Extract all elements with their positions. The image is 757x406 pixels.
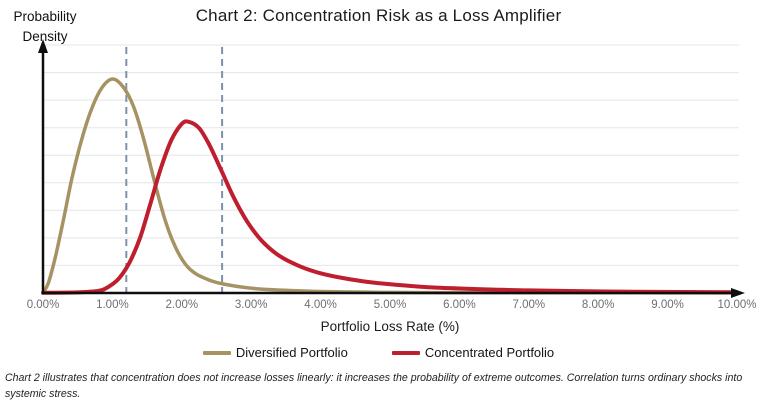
diversified-line-swatch bbox=[202, 350, 231, 355]
dashed-reference-lines bbox=[125, 47, 224, 298]
legend: Diversified Portfolio Concentrated Portf… bbox=[0, 345, 757, 360]
axes bbox=[38, 39, 745, 298]
legend-item-concentrated: Concentrated Portfolio bbox=[391, 345, 555, 360]
concentrated-line-swatch bbox=[391, 350, 420, 355]
y-axis-label-line2: Density bbox=[22, 28, 68, 44]
horizontal-gridlines bbox=[43, 44, 739, 266]
curve-concentrated bbox=[41, 119, 739, 295]
curve-diversified bbox=[41, 77, 739, 295]
y-axis-arrowhead bbox=[38, 39, 48, 53]
legend-item-diversified: Diversified Portfolio bbox=[202, 345, 348, 360]
legend-label-diversified: Diversified Portfolio bbox=[235, 345, 348, 360]
chart-title: Chart 2: Concentration Risk as a Loss Am… bbox=[195, 6, 562, 25]
x-axis-arrowhead bbox=[731, 288, 745, 298]
y-axis-label-line1: Probability bbox=[13, 9, 77, 24]
x-axis-label: Portfolio Loss Rate (%) bbox=[320, 319, 460, 334]
y-axis-label: Probability Density bbox=[6, 7, 84, 46]
chart-footnote: Chart 2 illustrates that concentration d… bbox=[5, 372, 743, 400]
legend-label-concentrated: Concentrated Portfolio bbox=[424, 345, 555, 360]
density-curves bbox=[41, 77, 739, 295]
